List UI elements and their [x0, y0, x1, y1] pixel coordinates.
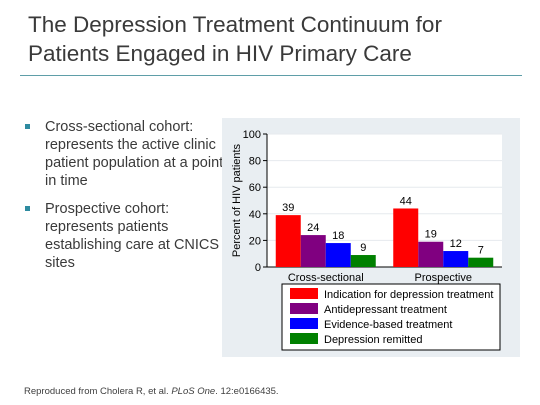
bar-value-label: 39	[282, 202, 294, 214]
legend-swatch	[290, 333, 318, 344]
bar	[275, 215, 301, 267]
bar-value-label: 7	[478, 245, 484, 257]
slide-title: The Depression Treatment Continuum for P…	[28, 12, 442, 66]
bar-value-label: 9	[360, 242, 366, 254]
legend-swatch	[290, 288, 318, 299]
legend-label: Depression remitted	[324, 334, 422, 346]
bar-value-label: 44	[400, 195, 412, 207]
legend-label: Antidepressant treatment	[324, 304, 447, 316]
bullet-marker-icon	[25, 206, 30, 211]
bar-value-label: 12	[450, 238, 462, 250]
source-footnote: Reproduced from Cholera R, et al. PLoS O…	[24, 386, 279, 397]
bar-value-label: 24	[307, 222, 319, 234]
bullet-text: Cross-sectional cohort: represents the a…	[45, 119, 224, 189]
bar	[350, 255, 376, 267]
bar	[325, 243, 351, 267]
footnote-suffix: . 12:e0166435.	[215, 386, 279, 397]
bar	[393, 208, 419, 267]
bar-value-label: 19	[425, 229, 437, 241]
category-label: Prospective	[415, 272, 472, 284]
y-tick-label: 80	[249, 156, 261, 168]
legend-swatch	[290, 318, 318, 329]
footnote-journal: PLoS One	[171, 386, 216, 397]
legend-box	[281, 283, 501, 351]
bar-value-label: 18	[332, 230, 344, 242]
bullet-marker-icon	[25, 124, 30, 129]
bar	[468, 257, 494, 267]
category-label: Cross-sectional	[288, 272, 364, 284]
footnote-prefix: Reproduced from Cholera R, et al.	[24, 386, 172, 397]
y-tick-label: 40	[249, 209, 261, 221]
y-tick-label: 20	[249, 235, 261, 247]
bar	[300, 235, 326, 267]
bullet-item: Prospective cohort: represents patients …	[25, 200, 225, 272]
y-tick-label: 60	[249, 182, 261, 194]
y-tick-label: 100	[243, 129, 261, 141]
title-divider	[20, 75, 522, 76]
y-axis-label: Percent of HIV patients	[231, 143, 243, 257]
legend-swatch	[290, 303, 318, 314]
legend-label: Indication for depression treatment	[324, 289, 493, 301]
bullet-list: Cross-sectional cohort: represents the a…	[25, 118, 225, 282]
bar	[418, 241, 444, 267]
bullet-item: Cross-sectional cohort: represents the a…	[25, 118, 225, 190]
bullet-text: Prospective cohort: represents patients …	[45, 201, 220, 271]
bar	[443, 251, 469, 267]
y-tick-label: 0	[255, 262, 261, 274]
chart-panel: 0 20 40 60 80 100 Percent of HIV patients 39 24 1…	[222, 118, 520, 357]
legend-label: Evidence-based treatment	[324, 319, 452, 331]
